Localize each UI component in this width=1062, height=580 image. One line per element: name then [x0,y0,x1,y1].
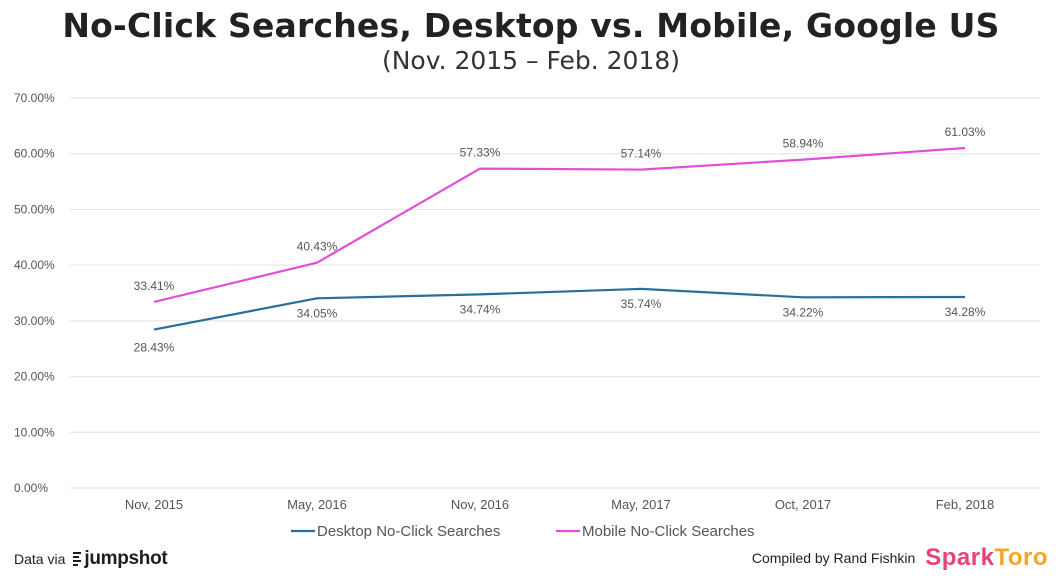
mobile-data-label: 58.94% [783,137,824,151]
compiled-by-label: Compiled by Rand Fishkin [751,550,916,566]
x-tick-label: May, 2017 [611,497,671,512]
x-tick-label: May, 2016 [287,497,347,512]
y-tick-label: 60.00% [14,147,55,161]
data-source-credit: Data via jumpshot [14,548,168,570]
jumpshot-lines-icon [73,552,82,566]
desktop-data-label: 34.05% [297,306,338,320]
sparktoro-logo-part1: Spark [925,544,995,571]
mobile-data-label: 57.14% [621,147,662,161]
mobile-data-label: 33.41% [134,279,175,293]
desktop-series-line [153,287,966,331]
desktop-data-label: 34.74% [460,302,501,316]
y-tick-label: 50.00% [14,202,55,216]
mobile-data-label: 40.43% [297,240,338,254]
jumpshot-logo-text: jumpshot [84,548,168,569]
compiled-by-credit: Compiled by Rand Fishkin SparkToro [752,544,1048,572]
chart-title: No-Click Searches, Desktop vs. Mobile, G… [62,6,1000,45]
mobile-data-label: 57.33% [460,146,501,160]
y-tick-label: 40.00% [14,258,55,272]
mobile-series-line [153,146,966,303]
legend-desktop-label: Desktop No-Click Searches [317,523,500,540]
desktop-data-label: 35.74% [621,297,662,311]
x-tick-label: Oct, 2017 [775,497,831,512]
chart-subtitle: (Nov. 2015 – Feb. 2018) [381,46,681,75]
jumpshot-logo: jumpshot [73,548,168,570]
legend-mobile-label: Mobile No-Click Searches [582,523,755,540]
y-tick-label: 30.00% [14,314,55,328]
desktop-data-label: 28.43% [134,341,175,355]
mobile-data-label: 61.03% [945,125,986,139]
x-tick-label: Nov, 2015 [125,497,183,512]
x-tick-label: Feb, 2018 [936,497,995,512]
y-tick-label: 70.00% [14,91,55,105]
y-tick-label: 0.00% [14,481,48,495]
desktop-data-label: 34.22% [783,305,824,319]
data-via-label: Data via [14,551,66,567]
desktop-data-label: 34.28% [945,305,986,319]
sparktoro-logo: SparkToro [925,544,1048,572]
sparktoro-logo-part2: Toro [994,544,1048,571]
y-tick-label: 10.00% [14,425,55,439]
y-tick-label: 20.00% [14,370,55,384]
x-tick-label: Nov, 2016 [451,497,509,512]
